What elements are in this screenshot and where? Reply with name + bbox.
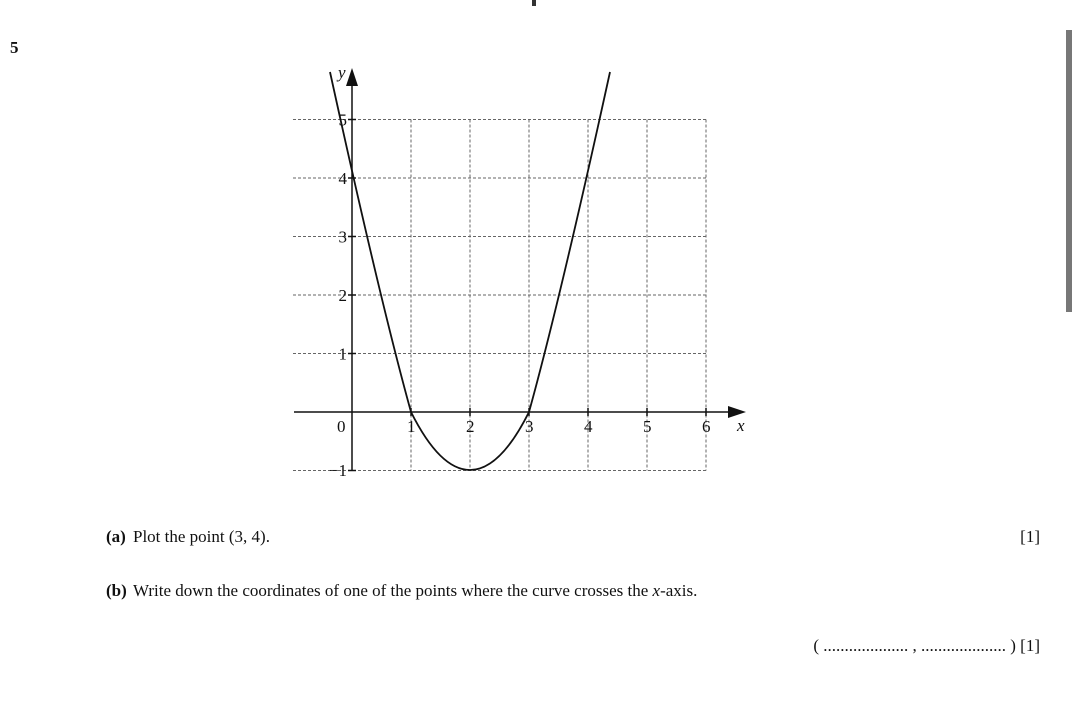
y-tick-label: 4 [339,169,348,188]
x-tick-label: 6 [702,417,711,436]
answer-line: ( .................... , ...............… [813,636,1040,656]
part-text: Write down the coordinates of one of the… [133,581,697,601]
y-tick-label: 2 [339,286,348,305]
part-label: (a) [106,527,126,546]
x-tick-label: 3 [525,417,534,436]
top-mark [532,0,536,6]
graph: x y 0 −1 1 2 3 4 5 6 1 2 3 4 5 [293,63,746,480]
y-label: y [336,63,346,82]
y-tick-label: 5 [339,111,348,130]
x-arrow [728,406,746,418]
text: -axis. [660,581,698,600]
part-label: (b) [106,581,127,600]
x-tick-label: 1 [407,417,416,436]
curve [329,71,611,471]
x-tick-label: 4 [584,417,593,436]
side-bar [1066,30,1072,312]
y-tick-label: −1 [329,461,347,480]
x-tick-label: 5 [643,417,652,436]
answer-blank: ( .................... , ...............… [813,636,1016,655]
y-tick-label: 3 [339,228,348,247]
y-arrow [346,68,358,86]
x-tick-label: 2 [466,417,475,436]
text: Write down the coordinates of one of the… [133,581,653,600]
marks: [1] [1020,636,1040,655]
question-number: 5 [10,38,19,57]
marks: [1] [1020,527,1040,546]
x-label: x [736,416,745,435]
part-text: Plot the point (3, 4). [133,527,270,546]
origin-label: 0 [337,417,346,436]
y-tick-label: 1 [339,345,348,364]
text: x [652,581,661,600]
